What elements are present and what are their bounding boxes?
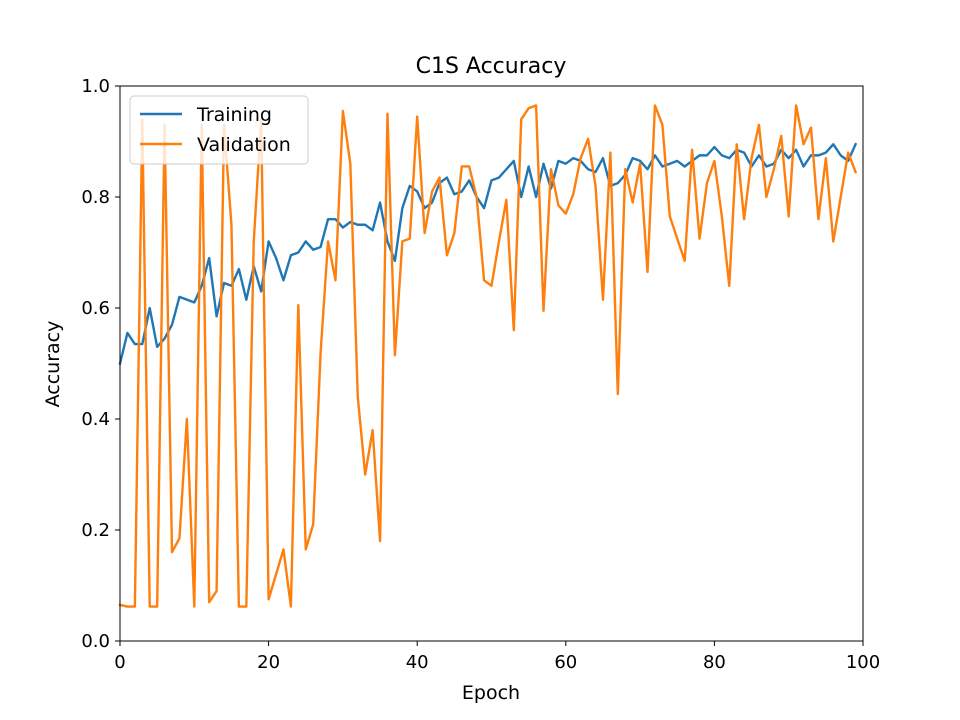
y-axis-label: Accuracy (42, 321, 64, 408)
x-tick-label: 60 (554, 652, 577, 673)
y-tick-label: 0.0 (81, 631, 110, 652)
x-tick-label: 20 (257, 652, 280, 673)
y-axis-ticks: 0.0 0.2 0.4 0.6 0.8 1.0 (81, 76, 120, 652)
legend-label-training: Training (196, 104, 272, 126)
x-tick-label: 80 (703, 652, 726, 673)
series-line-training (118, 142, 858, 365)
series-line-validation (118, 104, 858, 608)
chart-title: C1S Accuracy (416, 54, 567, 79)
legend: Training Validation (129, 95, 309, 165)
legend-label-validation: Validation (197, 134, 291, 156)
plot-area (120, 86, 863, 641)
y-tick-label: 0.6 (81, 298, 110, 319)
x-tick-label: 0 (114, 652, 125, 673)
axes-frame (119, 85, 864, 642)
x-tick-label: 100 (846, 652, 880, 673)
x-axis-ticks: 0 20 40 60 80 100 (114, 641, 880, 673)
y-tick-label: 0.2 (81, 520, 110, 541)
series-layer (118, 104, 858, 608)
y-tick-label: 0.4 (81, 409, 110, 430)
y-tick-label: 0.8 (81, 187, 110, 208)
x-axis-label: Epoch (462, 682, 520, 704)
x-tick-label: 40 (406, 652, 429, 673)
y-tick-label: 1.0 (81, 76, 110, 97)
